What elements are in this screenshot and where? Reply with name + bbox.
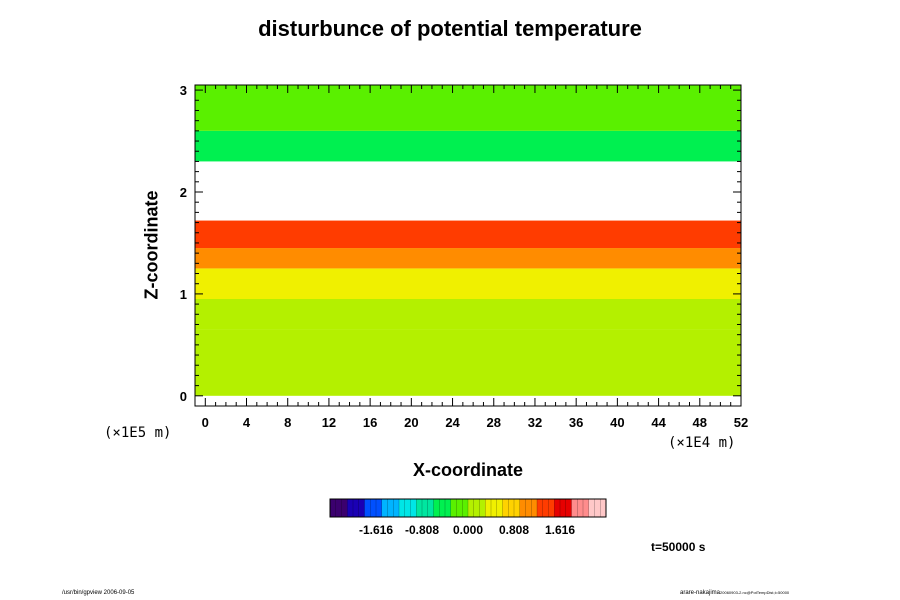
y-tick-label: 0	[180, 389, 187, 404]
x-tick-label: 4	[243, 415, 251, 430]
x-axis-title: X-coordinate	[412, 460, 523, 480]
time-label: t=50000 s	[651, 540, 706, 554]
chart-title: disturbunce of potential temperature	[258, 16, 642, 41]
colorbar-segment	[347, 499, 365, 517]
colorbar: -1.616 -0.808 0.000 0.808 1.616	[329, 498, 607, 537]
colorbar-segment	[537, 499, 555, 517]
heatmap-field	[195, 85, 741, 396]
colorbar-segment	[433, 499, 452, 517]
x-tick-label: 24	[445, 415, 460, 430]
colorbar-segment	[485, 499, 503, 517]
x-tick-label: 20	[404, 415, 418, 430]
colorbar-tick-label: 0.000	[453, 523, 483, 537]
colorbar-tick-label: 0.808	[499, 523, 529, 537]
heatmap-band	[195, 85, 741, 131]
colorbar-segment	[571, 499, 590, 517]
colorbar-tick-label: -1.616	[359, 523, 393, 537]
x-tick-label: 44	[651, 415, 666, 430]
x-tick-label: 28	[487, 415, 501, 430]
plot-frame	[194, 84, 742, 407]
y-tick-label: 2	[180, 185, 187, 200]
heatmap-band	[195, 220, 741, 249]
colorbar-segment	[554, 499, 572, 517]
heatmap-band	[195, 299, 741, 330]
colorbar-segment	[450, 499, 469, 517]
x-tick-label: 16	[363, 415, 377, 430]
x-tick-label: 32	[528, 415, 542, 430]
heatmap-band	[195, 161, 741, 221]
colorbar-segment	[502, 499, 521, 517]
x-tick-label: 12	[322, 415, 336, 430]
heatmap-band	[195, 329, 741, 396]
colorbar-segment	[519, 499, 538, 517]
x-tick-label: 36	[569, 415, 583, 430]
x-tick-label: 0	[202, 415, 209, 430]
y-axis-title: Z-coordinate	[141, 190, 162, 300]
colorbar-segment	[416, 499, 434, 517]
x-tick-label: 52	[734, 415, 748, 430]
colorbar-segment	[399, 499, 417, 517]
heatmap-band	[195, 130, 741, 162]
colorbar-segment	[364, 499, 383, 517]
y-tick-label: 3	[180, 83, 187, 98]
colorbar-tick-label: -0.808	[405, 523, 439, 537]
footer-command: /usr/bin/gpview 2006-09-05	[62, 590, 135, 596]
colorbar-segment	[381, 499, 400, 517]
z-unit-label: (×1E5 m)	[104, 425, 172, 441]
colorbar-segment	[468, 499, 486, 517]
footer-author: arare-nakajima20060903-2.nc@PotTempDist,…	[680, 590, 789, 596]
x-tick-label: 48	[693, 415, 707, 430]
colorbar-segment	[588, 499, 607, 517]
y-tick-label: 1	[180, 287, 187, 302]
colorbar-segment	[330, 499, 348, 517]
heatmap-band	[195, 268, 741, 299]
x-unit-label: (×1E4 m)	[668, 435, 736, 451]
x-tick-label: 8	[284, 415, 291, 430]
footer-dataset: 20060903-2.nc@PotTempDist,t=50000	[720, 590, 790, 595]
heatmap-band	[195, 248, 741, 269]
footer-author-name: arare-nakajima	[680, 590, 721, 596]
x-tick-label: 40	[610, 415, 624, 430]
colorbar-tick-label: 1.616	[545, 523, 575, 537]
